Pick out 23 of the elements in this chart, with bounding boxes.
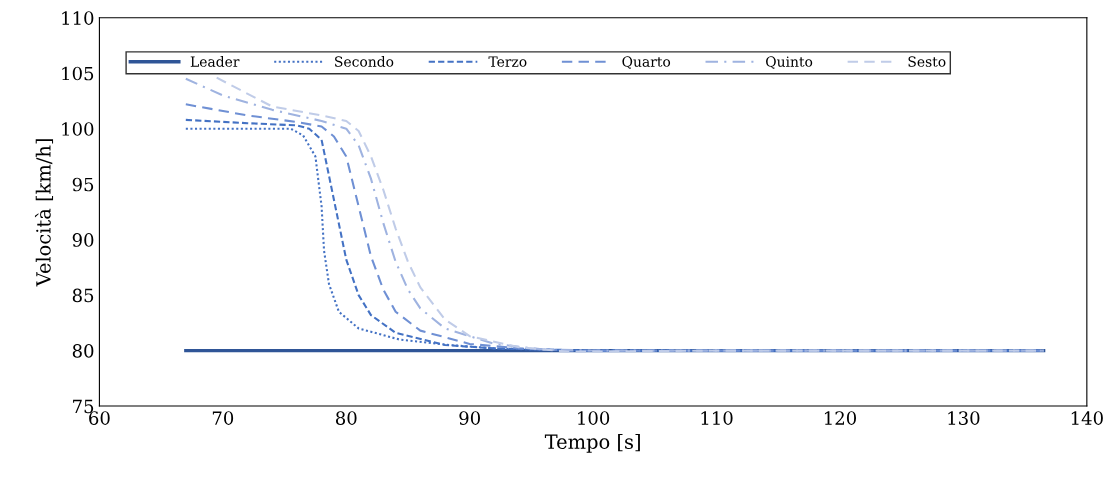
legend-label: Leader <box>190 56 240 67</box>
legend-label: Secondo <box>335 56 394 67</box>
x-tick-label: 130 <box>948 411 980 425</box>
y-axis-title: Velocità [km/h] <box>34 139 54 287</box>
y-tick-label: 85 <box>72 288 94 303</box>
x-tick-label: 110 <box>701 411 733 425</box>
y-tick-label: 100 <box>62 122 94 136</box>
y-tick-label: 95 <box>72 177 94 192</box>
y-tick-label: 105 <box>62 66 94 81</box>
y-tick-label: 80 <box>72 344 94 358</box>
x-axis-title: Tempo [s] <box>544 433 640 453</box>
legend-label: Quarto <box>622 56 671 69</box>
legend-label: Terzo <box>488 56 527 67</box>
x-tick-label: 80 <box>335 411 357 425</box>
x-tick-label: 140 <box>1071 411 1103 425</box>
y-tick-label: 90 <box>72 233 94 247</box>
legend-label: Sesto <box>908 56 946 67</box>
x-tick-label: 90 <box>459 411 480 425</box>
x-tick-label: 70 <box>212 411 234 425</box>
y-tick-label: 110 <box>62 11 94 25</box>
legend-label: Quinto <box>766 56 813 69</box>
x-tick-label: 100 <box>578 411 610 425</box>
x-tick-label: 120 <box>824 411 857 425</box>
